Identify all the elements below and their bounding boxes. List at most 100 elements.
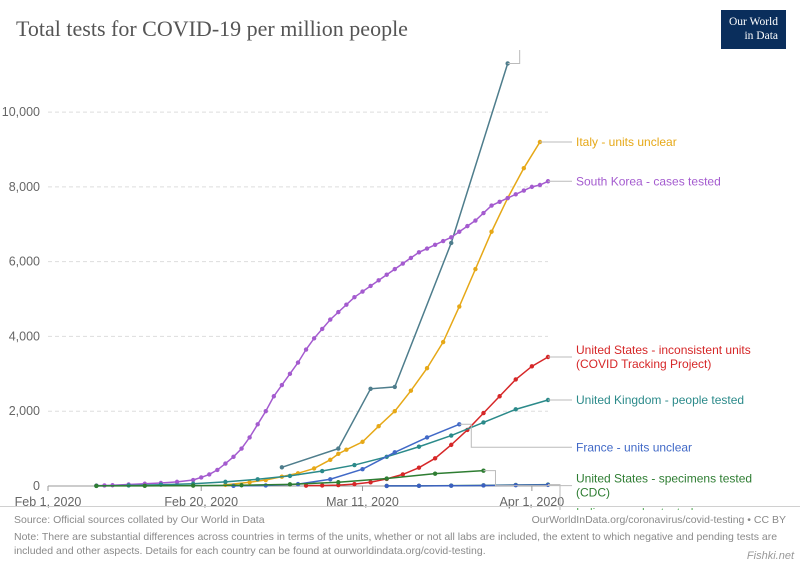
line-chart: 02,0004,0006,0008,00010,000Feb 1, 2020Fe…	[0, 50, 800, 510]
series-label: Italy - units unclear	[576, 135, 677, 149]
series-label: France - units unclear	[576, 440, 692, 454]
logo-line1: Our World	[729, 16, 778, 28]
series-marker	[328, 458, 332, 462]
series-marker	[530, 364, 534, 368]
series-marker	[417, 465, 421, 469]
series-marker	[336, 480, 340, 484]
series-marker	[352, 463, 356, 467]
series-marker	[336, 310, 340, 314]
y-tick-label: 8,000	[9, 180, 40, 194]
series-marker	[441, 239, 445, 243]
series-marker	[449, 433, 453, 437]
footer-license: OurWorldInData.org/coronavirus/covid-tes…	[532, 513, 786, 527]
series-marker	[465, 224, 469, 228]
series-marker	[489, 230, 493, 234]
series-marker	[393, 450, 397, 454]
series-marker	[328, 317, 332, 321]
series-label: South Korea - cases tested	[576, 174, 721, 188]
series-marker	[231, 455, 235, 459]
series-marker	[489, 203, 493, 207]
series-marker	[514, 192, 518, 196]
series-marker	[530, 185, 534, 189]
series-marker	[199, 475, 203, 479]
series-marker	[449, 241, 453, 245]
series-marker	[312, 336, 316, 340]
series-marker	[522, 166, 526, 170]
series-marker	[385, 273, 389, 277]
series-line	[225, 142, 540, 485]
series-marker	[175, 480, 179, 484]
series-marker	[481, 483, 485, 487]
series-marker	[538, 183, 542, 187]
series-marker	[417, 484, 421, 488]
series-marker	[393, 267, 397, 271]
series-marker	[255, 477, 259, 481]
y-tick-label: 6,000	[9, 255, 40, 269]
series-marker	[449, 235, 453, 239]
series-marker	[344, 448, 348, 452]
series-marker	[360, 289, 364, 293]
series-line	[306, 357, 548, 486]
series-marker	[320, 327, 324, 331]
series-marker	[433, 471, 437, 475]
series-marker	[393, 385, 397, 389]
series-marker	[304, 347, 308, 351]
series-marker	[481, 211, 485, 215]
series-marker	[449, 484, 453, 488]
series-marker	[514, 407, 518, 411]
footer-source: Source: Official sources collated by Our…	[14, 513, 265, 527]
series-marker	[457, 230, 461, 234]
series-marker	[385, 484, 389, 488]
chart-footer: Source: Official sources collated by Our…	[0, 506, 800, 564]
series-marker	[288, 474, 292, 478]
series-line	[282, 63, 508, 467]
series-marker	[368, 480, 372, 484]
series-marker	[223, 461, 227, 465]
series-marker	[215, 468, 219, 472]
series-marker	[320, 469, 324, 473]
series-marker	[336, 452, 340, 456]
series-marker	[376, 424, 380, 428]
y-tick-label: 2,000	[9, 404, 40, 418]
series-label: (CDC)	[576, 486, 610, 500]
series-marker	[425, 366, 429, 370]
series-marker	[473, 218, 477, 222]
series-marker	[207, 472, 211, 476]
series-marker	[352, 295, 356, 299]
y-tick-label: 0	[33, 479, 40, 493]
series-marker	[481, 420, 485, 424]
logo-line2: in Data	[744, 30, 778, 42]
y-tick-label: 10,000	[2, 105, 40, 119]
y-tick-label: 4,000	[9, 329, 40, 343]
series-marker	[247, 435, 251, 439]
series-marker	[473, 267, 477, 271]
series-marker	[522, 188, 526, 192]
series-label: (COVID Tracking Project)	[576, 357, 711, 371]
series-marker	[514, 377, 518, 381]
series-label: United Kingdom - people tested	[576, 393, 744, 407]
series-marker	[481, 411, 485, 415]
series-label: United States - specimens tested	[576, 472, 752, 486]
series-label: United States - inconsistent units	[576, 343, 751, 357]
series-marker	[296, 360, 300, 364]
series-marker	[280, 383, 284, 387]
series-marker	[385, 476, 389, 480]
series-marker	[143, 484, 147, 488]
series-marker	[223, 480, 227, 484]
series-marker	[344, 302, 348, 306]
series-marker	[457, 304, 461, 308]
series-marker	[328, 477, 332, 481]
series-marker	[320, 483, 324, 487]
series-marker	[433, 456, 437, 460]
series-marker	[336, 446, 340, 450]
series-marker	[401, 261, 405, 265]
series-marker	[255, 422, 259, 426]
series-marker	[352, 482, 356, 486]
watermark: Fishki.net	[747, 550, 794, 562]
series-marker	[505, 196, 509, 200]
chart-title: Total tests for COVID-19 per million peo…	[16, 16, 408, 42]
series-marker	[449, 443, 453, 447]
series-marker	[425, 246, 429, 250]
series-marker	[239, 483, 243, 487]
series-marker	[312, 466, 316, 470]
